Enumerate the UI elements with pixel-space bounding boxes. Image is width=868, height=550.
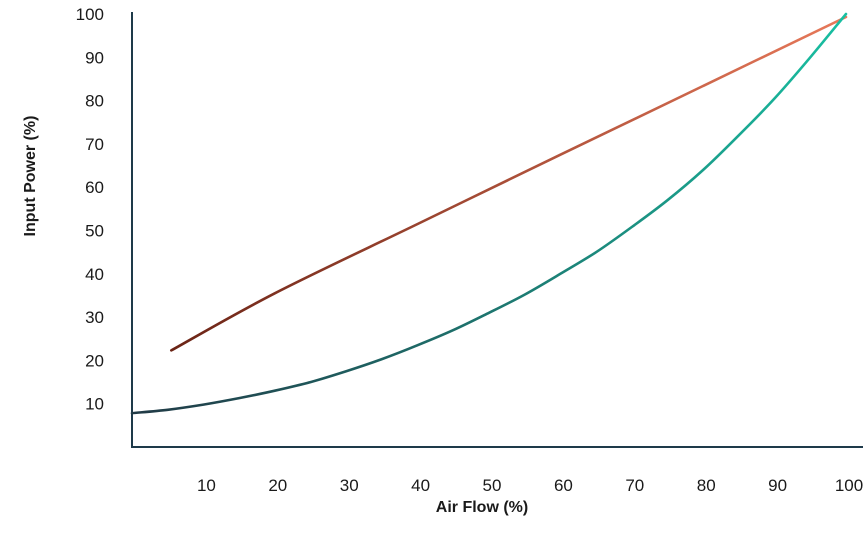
x-tick-label: 60 — [554, 476, 573, 495]
y-tick-label: 20 — [85, 351, 104, 370]
x-tick-label: 10 — [197, 476, 216, 495]
x-tick-label: 80 — [697, 476, 716, 495]
x-tick-label: 90 — [768, 476, 787, 495]
x-axis-title: Air Flow (%) — [436, 499, 528, 516]
x-tick-label: 100 — [835, 476, 863, 495]
y-tick-label: 80 — [85, 92, 104, 111]
y-tick-labels: 10 20 30 40 50 60 70 80 90 100 — [76, 5, 104, 414]
x-tick-label: 20 — [268, 476, 287, 495]
y-tick-label: 60 — [85, 178, 104, 197]
x-tick-label: 50 — [483, 476, 502, 495]
series-line-curve — [130, 12, 848, 415]
y-tick-label: 40 — [85, 265, 104, 284]
x-tick-label: 30 — [340, 476, 359, 495]
y-tick-label: 100 — [76, 5, 104, 24]
series-line-linear — [170, 15, 848, 352]
x-tick-label: 40 — [411, 476, 430, 495]
y-tick-label: 30 — [85, 308, 104, 327]
y-tick-label: 70 — [85, 135, 104, 154]
y-tick-label: 10 — [85, 395, 104, 414]
y-tick-label: 50 — [85, 222, 104, 241]
y-tick-label: 90 — [85, 48, 104, 67]
x-tick-labels: 10 20 30 40 50 60 70 80 90 100 — [197, 476, 863, 495]
x-tick-label: 70 — [625, 476, 644, 495]
y-axis-title: Input Power (%) — [22, 116, 39, 237]
